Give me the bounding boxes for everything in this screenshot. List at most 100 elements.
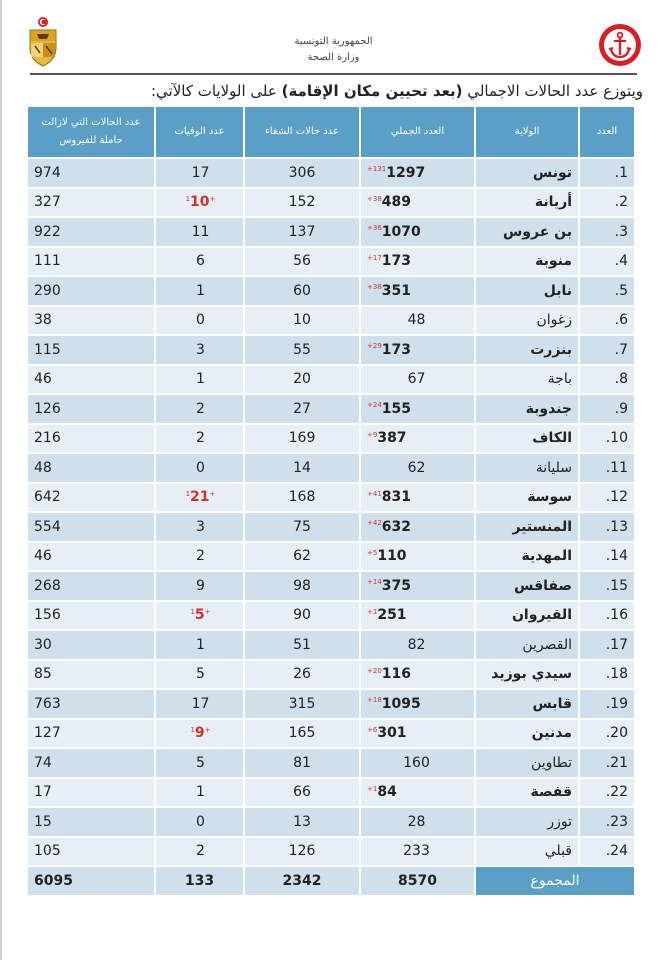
summary-row: المجموع 8570 2342 133 6095 xyxy=(26,865,634,895)
row-recovered: 90 xyxy=(243,599,359,629)
row-total-cell: 160 xyxy=(359,747,474,777)
row-deaths-cell: 9 xyxy=(154,570,243,600)
row-total-increment: +38 xyxy=(367,283,382,292)
row-deaths-cell: 3 xyxy=(154,511,243,541)
row-active: 126 xyxy=(26,393,154,423)
row-total: 1297 xyxy=(386,164,426,181)
row-deaths: 17 xyxy=(191,695,210,712)
row-deaths-increment: +1 xyxy=(190,725,211,734)
intro-after: على الولايات كالآتي: xyxy=(150,82,282,100)
row-total: 1070 xyxy=(381,223,421,240)
row-governorate: سليانة xyxy=(474,452,578,482)
row-total: 375 xyxy=(381,577,412,594)
row-index: 16. xyxy=(578,599,634,629)
table-row: 3. بن عروس +361070 137 11 922 xyxy=(26,216,634,246)
row-active: 127 xyxy=(26,717,154,747)
row-index: 12. xyxy=(578,481,634,511)
row-active: 85 xyxy=(26,658,154,688)
row-total: 67 xyxy=(407,371,426,388)
row-deaths-cell: 1 xyxy=(154,629,243,659)
row-recovered: 14 xyxy=(243,452,359,482)
row-deaths: 0 xyxy=(196,459,205,476)
row-deaths: 9 xyxy=(196,577,205,594)
tunisia-coat-of-arms-icon xyxy=(29,17,57,67)
header-governorate: الولاية xyxy=(474,107,578,157)
row-total: 155 xyxy=(381,400,412,417)
row-deaths: 6 xyxy=(196,253,205,270)
row-index: 18. xyxy=(578,658,634,688)
row-deaths: 1 xyxy=(196,371,205,388)
row-recovered: 137 xyxy=(243,216,359,246)
row-index: 20. xyxy=(578,717,634,747)
row-deaths: 2 xyxy=(196,400,205,417)
row-deaths-cell: 2 xyxy=(154,393,243,423)
row-total-increment: +36 xyxy=(367,224,382,233)
row-total-cell: 67 xyxy=(359,363,474,393)
row-index: 23. xyxy=(578,806,634,836)
row-deaths: 9 xyxy=(194,725,205,742)
row-total-cell: 82 xyxy=(359,629,474,659)
row-active: 156 xyxy=(26,599,154,629)
row-active: 268 xyxy=(26,570,154,600)
row-total: 116 xyxy=(381,666,412,683)
summary-deaths: 133 xyxy=(154,865,243,895)
row-governorate: باجة xyxy=(474,363,578,393)
row-total-cell: +17173 xyxy=(359,245,474,275)
row-total-increment: +5 xyxy=(367,548,378,557)
row-governorate: منوبة xyxy=(474,245,578,275)
row-recovered: 13 xyxy=(243,806,359,836)
row-recovered: 62 xyxy=(243,540,359,570)
row-governorate: المهدية xyxy=(474,540,578,570)
row-governorate: سوسة xyxy=(474,481,578,511)
row-deaths: 21 xyxy=(190,489,210,506)
row-index: 5. xyxy=(578,275,634,305)
header-divider xyxy=(30,73,637,75)
row-active: 111 xyxy=(26,245,154,275)
row-recovered: 152 xyxy=(243,186,359,216)
row-total: 173 xyxy=(381,341,412,358)
row-deaths: 11 xyxy=(191,223,210,240)
row-index: 7. xyxy=(578,334,634,364)
row-total: 82 xyxy=(407,636,426,653)
row-total-cell: +6301 xyxy=(359,717,474,747)
row-active: 17 xyxy=(26,776,154,806)
row-governorate: مدنين xyxy=(474,717,578,747)
row-index: 6. xyxy=(578,304,634,334)
row-total-cell: +1311297 xyxy=(359,157,474,187)
row-deaths-cell: 17 xyxy=(154,157,243,187)
row-deaths: 0 xyxy=(196,813,205,830)
row-index: 15. xyxy=(578,570,634,600)
row-governorate: القيروان xyxy=(474,599,578,629)
row-governorate: قبلي xyxy=(474,835,578,865)
table-header-row: العدد الولاية العدد الجملي عدد حالات الش… xyxy=(26,107,634,157)
row-index: 9. xyxy=(578,393,634,423)
row-governorate: قابس xyxy=(474,688,578,718)
row-index: 10. xyxy=(578,422,634,452)
row-total: 1095 xyxy=(381,695,421,712)
row-total-increment: +6 xyxy=(367,725,378,734)
row-deaths-cell: +110 xyxy=(154,186,243,216)
row-deaths: 2 xyxy=(196,843,205,860)
table-row: 16. القيروان +1251 90 +15 156 xyxy=(26,599,634,629)
row-total-increment: +38 xyxy=(367,194,382,203)
row-deaths-cell: 11 xyxy=(154,216,243,246)
table-row: 19. قابس +181095 315 17 763 xyxy=(26,688,634,718)
summary-recovered: 2342 xyxy=(243,865,359,895)
row-deaths-cell: +19 xyxy=(154,717,243,747)
row-active: 763 xyxy=(26,688,154,718)
row-total: 110 xyxy=(377,548,407,565)
row-deaths-increment: +1 xyxy=(185,194,216,203)
table-row: 20. مدنين +6301 165 +19 127 xyxy=(26,717,634,747)
table-row: 18. سيدي بوزيد +20116 26 5 85 xyxy=(26,658,634,688)
row-recovered: 126 xyxy=(243,835,359,865)
row-index: 19. xyxy=(578,688,634,718)
row-total-increment: +41 xyxy=(367,489,382,498)
table-row: 23. توزر 28 13 0 15 xyxy=(26,806,634,836)
row-index: 1. xyxy=(578,157,634,187)
summary-label: المجموع xyxy=(474,865,634,895)
row-total-cell: +5110 xyxy=(359,540,474,570)
table-row: 22. قفصة +184 66 1 17 xyxy=(26,776,634,806)
row-governorate: القصرين xyxy=(474,629,578,659)
row-total: 251 xyxy=(377,607,407,624)
